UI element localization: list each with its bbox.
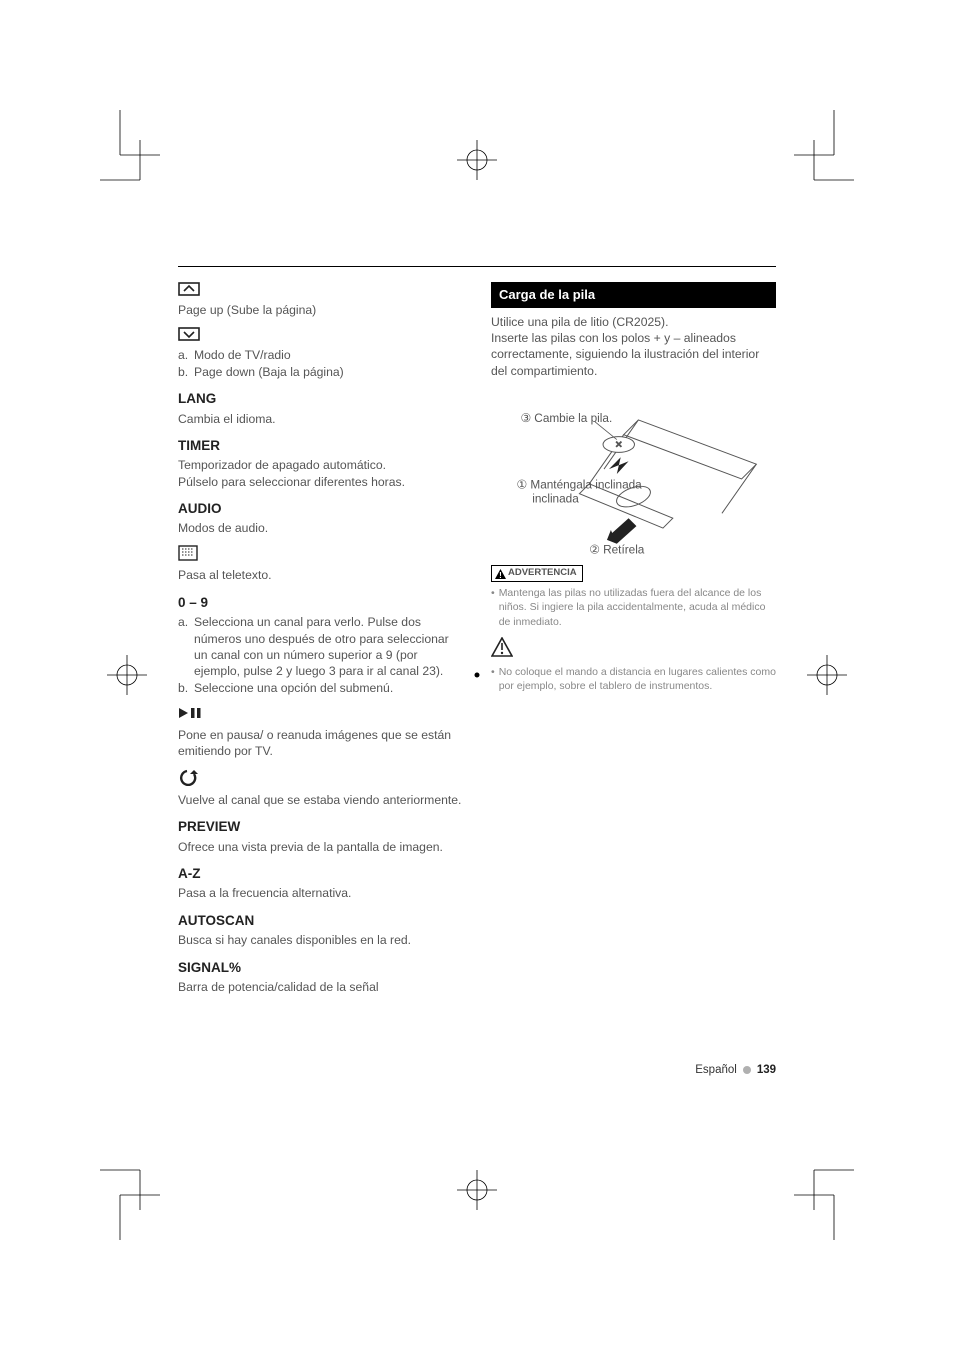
- crop-mark-top-left: [60, 110, 160, 190]
- timer-desc-1: Temporizador de apagado automático.: [178, 457, 463, 473]
- autoscan-desc: Busca si hay canales disponibles en la r…: [178, 932, 463, 948]
- page-down-list: a.Modo de TV/radio b.Page down (Baja la …: [178, 347, 463, 380]
- page-up-desc: Page up (Sube la página): [178, 302, 463, 318]
- az-desc: Pasa a la frecuencia alternativa.: [178, 885, 463, 901]
- page-footer: Español 139: [695, 1064, 776, 1076]
- bullet-icon: •: [491, 586, 495, 629]
- advertencia-label: ! ADVERTENCIA: [491, 565, 583, 582]
- footer-page-number: 139: [757, 1064, 776, 1076]
- page-content: Page up (Sube la página) a.Modo de TV/ra…: [178, 282, 776, 995]
- digits-head: 0 – 9: [178, 594, 463, 612]
- digits-list: a.Selecciona un canal para verlo. Pulse …: [178, 614, 463, 696]
- left-column: Page up (Sube la página) a.Modo de TV/ra…: [178, 282, 467, 995]
- crop-mark-bottom-right: [794, 1160, 894, 1240]
- svg-text:inclinada: inclinada: [532, 493, 579, 506]
- return-desc: Vuelve al canal que se estaba viendo ant…: [178, 792, 463, 808]
- battery-diagram: ✕ ③ Cambie la pila. ① Manténgala inclina…: [491, 389, 776, 559]
- battery-section-title: Carga de la pila: [491, 282, 776, 308]
- svg-text:③ Cambie la pila.: ③ Cambie la pila.: [520, 412, 612, 425]
- timer-head: TIMER: [178, 437, 463, 455]
- signal-head: SIGNAL%: [178, 959, 463, 977]
- list-text: Page down (Baja la página): [194, 364, 463, 380]
- timer-desc-2: Púlselo para seleccionar diferentes hora…: [178, 474, 463, 490]
- lang-head: LANG: [178, 390, 463, 408]
- playpause-desc: Pone en pausa/ o reanuda imágenes que se…: [178, 727, 463, 760]
- signal-desc: Barra de potencia/calidad de la señal: [178, 979, 463, 995]
- return-icon: [178, 768, 463, 790]
- registration-mark-bottom: [452, 1165, 502, 1215]
- footer-language: Español: [695, 1064, 737, 1076]
- preview-desc: Ofrece una vista previa de la pantalla d…: [178, 839, 463, 855]
- svg-text:!: !: [499, 571, 502, 579]
- list-label: a.: [178, 347, 194, 363]
- lang-desc: Cambia el idioma.: [178, 411, 463, 427]
- registration-mark-left: [102, 650, 152, 700]
- warning-triangle-icon: !: [495, 569, 506, 579]
- registration-mark-right: [802, 650, 852, 700]
- list-label: a.: [178, 614, 194, 680]
- az-head: A-Z: [178, 865, 463, 883]
- list-text: Seleccione una opción del submenú.: [194, 680, 463, 696]
- list-text: Selecciona un canal para verlo. Pulse do…: [194, 614, 463, 680]
- right-column: Carga de la pila Utilice una pila de lit…: [487, 282, 776, 995]
- caution-item: No coloque el mando a distancia en lugar…: [499, 665, 776, 693]
- teletext-icon: [178, 545, 463, 565]
- list-label: b.: [178, 364, 194, 380]
- autoscan-head: AUTOSCAN: [178, 912, 463, 930]
- page-down-icon: [178, 327, 463, 345]
- audio-desc: Modos de audio.: [178, 520, 463, 536]
- list-label: b.: [178, 680, 194, 696]
- svg-text:✕: ✕: [615, 440, 622, 450]
- header-rule: [178, 266, 776, 267]
- crop-mark-top-right: [794, 110, 894, 190]
- caution-list: •No coloque el mando a distancia en luga…: [491, 665, 776, 693]
- advertencia-text: ADVERTENCIA: [508, 567, 577, 580]
- battery-intro-text: Utilice una pila de litio (CR2025). Inse…: [491, 314, 776, 380]
- playpause-icon: [178, 706, 463, 724]
- svg-text:① Manténgala inclinada: ① Manténgala inclinada: [517, 479, 643, 492]
- preview-head: PREVIEW: [178, 818, 463, 836]
- registration-mark-top: [452, 135, 502, 185]
- advertencia-list: •Mantenga las pilas no utilizadas fuera …: [491, 586, 776, 629]
- page-up-icon: [178, 282, 463, 300]
- teletext-desc: Pasa al teletexto.: [178, 567, 463, 583]
- caution-icon: [491, 637, 776, 661]
- bullet-icon: •: [491, 665, 495, 693]
- advertencia-item: Mantenga las pilas no utilizadas fuera d…: [499, 586, 776, 629]
- crop-mark-bottom-left: [60, 1160, 160, 1240]
- audio-head: AUDIO: [178, 500, 463, 518]
- list-text: Modo de TV/radio: [194, 347, 463, 363]
- footer-dot-icon: [743, 1066, 751, 1074]
- svg-text:② Retírela: ② Retírela: [589, 544, 645, 557]
